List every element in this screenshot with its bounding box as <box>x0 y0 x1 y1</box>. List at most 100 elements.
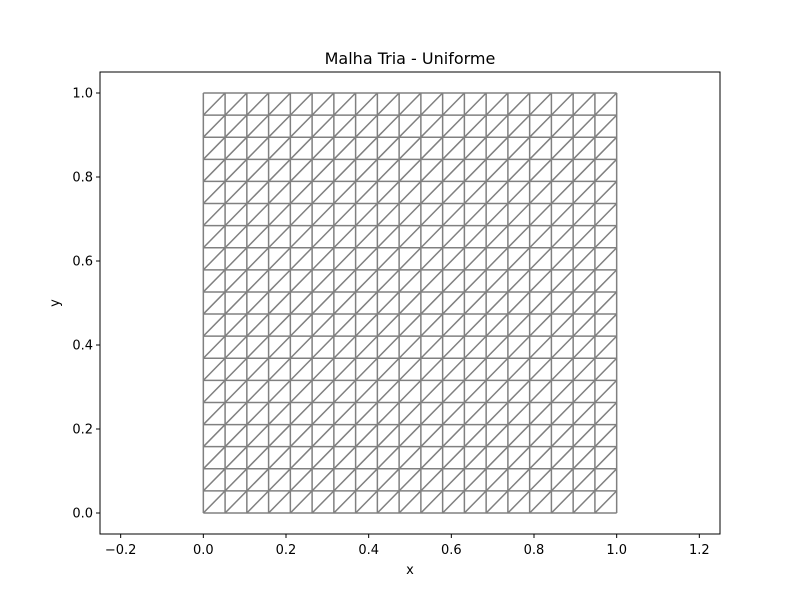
mesh-diagonal-edge <box>268 180 291 205</box>
mesh-diagonal-edge <box>485 446 509 470</box>
mesh-diagonal-edge <box>224 92 248 116</box>
mesh-diagonal-edge <box>311 401 335 426</box>
mesh-diagonal-edge <box>550 136 574 160</box>
mesh-diagonal-edge <box>246 313 270 337</box>
mesh-diagonal-edge <box>529 468 552 492</box>
mesh-diagonal-edge <box>594 158 618 182</box>
mesh-diagonal-edge <box>572 291 596 315</box>
mesh-diagonal-edge <box>355 446 378 470</box>
x-tick-label: 0.4 <box>358 543 379 558</box>
mesh-diagonal-edge <box>550 468 574 492</box>
mesh-diagonal-edge <box>333 335 357 359</box>
mesh-diagonal-edge <box>268 136 291 160</box>
mesh-diagonal-edge <box>224 114 248 138</box>
mesh-diagonal-edge <box>202 225 226 249</box>
mesh-diagonal-edge <box>463 225 487 249</box>
mesh-diagonal-edge <box>550 92 574 116</box>
mesh-diagonal-edge <box>550 247 574 271</box>
mesh-diagonal-edge <box>485 490 509 514</box>
mesh-diagonal-edge <box>594 424 618 448</box>
mesh-diagonal-edge <box>550 446 574 470</box>
mesh-diagonal-edge <box>420 424 444 448</box>
mesh-diagonal-edge <box>398 313 422 337</box>
mesh-diagonal-edge <box>594 357 618 381</box>
y-tick-label: 1.0 <box>72 87 93 102</box>
mesh-diagonal-edge <box>333 401 357 426</box>
y-tick-label: 0.8 <box>72 171 93 186</box>
mesh-diagonal-edge <box>420 225 444 249</box>
mesh-diagonal-edge <box>246 92 270 116</box>
mesh-diagonal-edge <box>485 92 509 116</box>
mesh-diagonal-edge <box>485 468 509 492</box>
mesh-diagonal-edge <box>485 313 509 337</box>
mesh-diagonal-edge <box>442 335 465 359</box>
mesh-diagonal-edge <box>202 424 226 448</box>
mesh-diagonal-edge <box>529 136 552 160</box>
mesh-diagonal-edge <box>463 180 487 205</box>
mesh-diagonal-edge <box>485 335 509 359</box>
mesh-diagonal-edge <box>550 335 574 359</box>
mesh-diagonal-edge <box>572 269 596 293</box>
mesh-diagonal-edge <box>289 335 313 359</box>
mesh-diagonal-edge <box>311 379 335 403</box>
mesh-diagonal-edge <box>355 335 378 359</box>
mesh-diagonal-edge <box>572 446 596 470</box>
mesh-diagonal-edge <box>594 313 618 337</box>
mesh-diagonal-edge <box>355 136 378 160</box>
mesh-diagonal-edge <box>420 158 444 182</box>
mesh-diagonal-edge <box>529 379 552 403</box>
mesh-diagonal-edge <box>507 424 531 448</box>
mesh-diagonal-edge <box>289 424 313 448</box>
mesh-diagonal-edge <box>333 446 357 470</box>
mesh-diagonal-edge <box>463 158 487 182</box>
mesh-diagonal-edge <box>420 92 444 116</box>
mesh-diagonal-edge <box>224 313 248 337</box>
mesh-diagonal-edge <box>289 446 313 470</box>
mesh-diagonal-edge <box>376 203 400 227</box>
mesh-diagonal-edge <box>420 379 444 403</box>
mesh-diagonal-edge <box>529 92 552 116</box>
mesh-diagonal-edge <box>224 379 248 403</box>
mesh-diagonal-edge <box>246 225 270 249</box>
mesh-diagonal-edge <box>529 335 552 359</box>
mesh-diagonal-edge <box>376 468 400 492</box>
mesh-diagonal-edge <box>246 180 270 205</box>
y-axis-ticks: 0.0 0.2 0.4 0.6 0.8 1.0 <box>72 87 100 522</box>
mesh-diagonal-edge <box>376 313 400 337</box>
mesh-diagonal-edge <box>463 379 487 403</box>
mesh-diagonal-edge <box>355 291 378 315</box>
mesh-diagonal-edge <box>246 490 270 514</box>
mesh-diagonal-edge <box>376 424 400 448</box>
mesh-diagonal-edge <box>507 114 531 138</box>
mesh-diagonal-edge <box>398 247 422 271</box>
mesh-diagonal-edge <box>442 357 465 381</box>
mesh-diagonal-edge <box>355 247 378 271</box>
mesh-diagonal-edge <box>355 357 378 381</box>
mesh-diagonal-edge <box>594 92 618 116</box>
mesh-diagonal-edge <box>202 136 226 160</box>
mesh-diagonal-edge <box>529 291 552 315</box>
mesh-diagonal-edge <box>398 468 422 492</box>
mesh-diagonal-edge <box>224 269 248 293</box>
mesh-diagonal-edge <box>289 136 313 160</box>
mesh-diagonal-edge <box>420 136 444 160</box>
mesh-diagonal-edge <box>594 136 618 160</box>
mesh-diagonal-edge <box>550 225 574 249</box>
mesh-diagonal-edge <box>202 247 226 271</box>
mesh-diagonal-edge <box>507 468 531 492</box>
mesh-diagonal-edge <box>311 424 335 448</box>
mesh-diagonal-edge <box>398 335 422 359</box>
mesh-diagonal-edge <box>202 446 226 470</box>
mesh-diagonal-edge <box>376 335 400 359</box>
mesh-diagonal-edge <box>594 247 618 271</box>
mesh-diagonal-edge <box>311 468 335 492</box>
mesh-diagonal-edge <box>485 379 509 403</box>
mesh-diagonal-edge <box>550 114 574 138</box>
mesh-diagonal-edge <box>289 158 313 182</box>
mesh-diagonal-edge <box>594 114 618 138</box>
mesh-diagonal-edge <box>463 446 487 470</box>
x-tick-label: 0.8 <box>524 543 545 558</box>
mesh-diagonal-edge <box>202 490 226 514</box>
mesh-diagonal-edge <box>572 180 596 205</box>
